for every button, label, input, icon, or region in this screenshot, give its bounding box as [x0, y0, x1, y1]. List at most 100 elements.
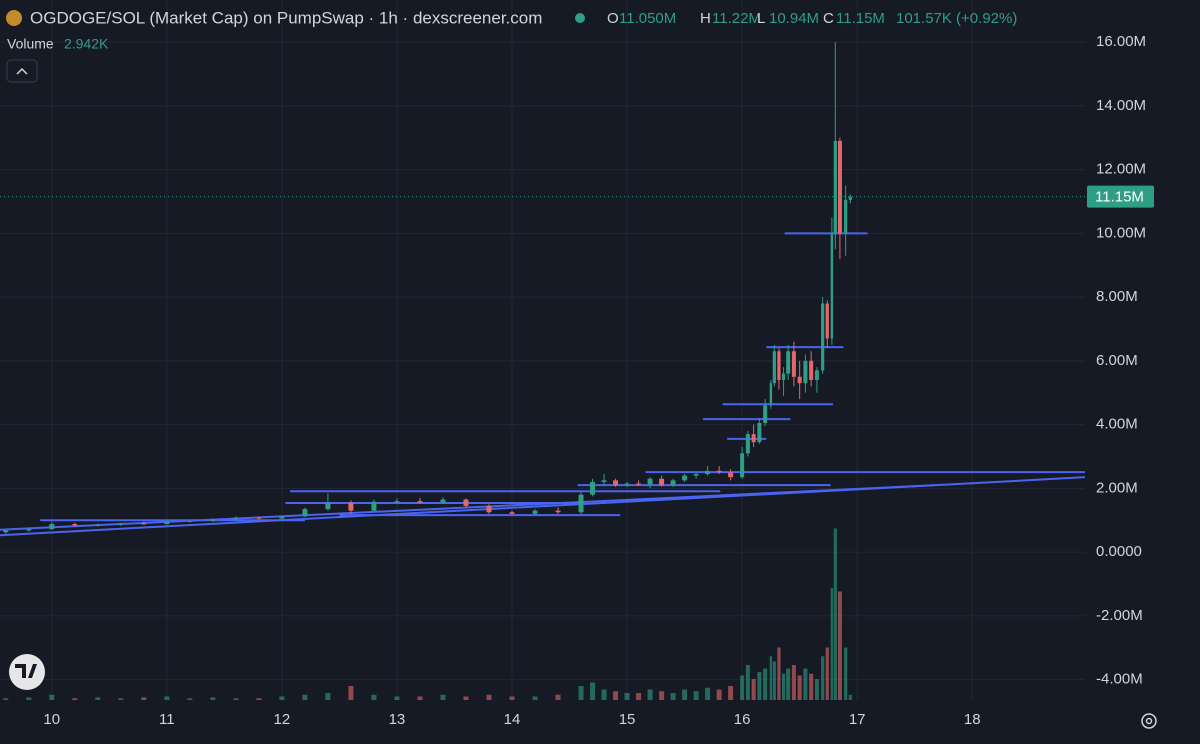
volume-bar [141, 697, 147, 700]
volume-bar [3, 698, 9, 700]
candle-body [3, 530, 9, 533]
volume-bar [440, 694, 446, 700]
x-tick-label: 15 [619, 711, 636, 728]
candle-body [809, 360, 814, 380]
chart-title: OGDOGE/SOL (Market Cap) on PumpSwap · 1h… [30, 8, 542, 27]
candle-body [601, 480, 607, 482]
volume-bar [578, 686, 584, 700]
tv-logo[interactable] [9, 654, 45, 690]
volume-bar [624, 693, 630, 700]
candle-body [636, 483, 642, 485]
x-tick-label: 12 [274, 711, 291, 728]
candle-body [745, 434, 750, 454]
volume-bar [233, 698, 239, 700]
volume-label: Volume [7, 36, 54, 52]
candle-body [825, 303, 829, 339]
candle-body [118, 523, 124, 525]
volume-bar [463, 696, 469, 700]
candle-body [509, 512, 515, 514]
volume-bar [659, 691, 665, 700]
candle-body [797, 376, 802, 384]
x-tick-label: 11 [159, 711, 175, 728]
candle-body [164, 521, 170, 525]
candle-body [670, 480, 676, 486]
volume-bar [716, 689, 722, 700]
volume-bar [555, 694, 561, 700]
tv-logo-mark[interactable] [15, 664, 37, 678]
volume-value: 2.942K [64, 36, 109, 52]
candle-body [757, 422, 762, 443]
candle-body [772, 351, 776, 384]
legend-key: H [700, 10, 711, 27]
volume-bar [821, 656, 825, 700]
candle-body [705, 470, 711, 474]
settings-ring[interactable] [1141, 713, 1157, 729]
volume-bar [825, 647, 829, 700]
collapse-box[interactable] [6, 59, 38, 83]
x-tick-label: 16 [734, 711, 751, 728]
volume-bar [740, 675, 745, 700]
x-tick-label: 13 [389, 711, 406, 728]
candle-body [72, 524, 78, 526]
candle-body [302, 509, 308, 517]
candle-body [786, 351, 791, 374]
volume-bar [417, 696, 423, 700]
candle-body [486, 505, 492, 513]
volume-bar [797, 675, 802, 700]
legend-value: 11.22M [712, 10, 761, 27]
collapse-icon[interactable] [16, 67, 28, 75]
volume-bar [348, 686, 354, 700]
candle-body [394, 501, 400, 503]
volume-bar [745, 665, 750, 700]
y-tick-label: 16.00M [1096, 33, 1146, 50]
volume-bar [772, 661, 776, 700]
x-tick-label: 14 [504, 711, 521, 728]
volume-bar [590, 682, 596, 700]
legend-key: O [607, 10, 619, 27]
volume-bar [187, 698, 193, 700]
volume-bar [781, 673, 786, 700]
volume-bar [49, 694, 55, 700]
candle-body [728, 472, 734, 478]
x-tick-label: 10 [43, 711, 60, 728]
volume-bar [601, 689, 607, 700]
tv-logo-bg[interactable] [9, 654, 45, 690]
settings-button[interactable] [1141, 713, 1157, 729]
candle-body [578, 494, 584, 513]
volume-bar [72, 698, 78, 700]
legend-change: 101.57K (+0.92%) [896, 10, 1017, 27]
volume-bar [394, 696, 400, 700]
settings-hub[interactable] [1145, 717, 1153, 725]
candle-body [590, 481, 596, 495]
volume-bar [848, 694, 852, 700]
volume-bar [532, 696, 538, 700]
legend-key: C [823, 10, 834, 27]
y-tick-label: 6.00M [1096, 352, 1138, 369]
candle-body [279, 516, 285, 519]
candle-body [751, 434, 756, 443]
x-tick-label: 17 [849, 711, 866, 728]
volume-bar [777, 647, 781, 700]
grid [0, 0, 1085, 700]
collapse-button[interactable] [6, 59, 38, 83]
candle-body [837, 140, 842, 234]
y-tick-label: 12.00M [1096, 161, 1146, 178]
volume-bar [302, 694, 308, 700]
volume-bar [647, 689, 653, 700]
volume-bar [636, 693, 642, 700]
candle-body [555, 510, 561, 513]
x-tick-label: 18 [964, 711, 981, 728]
volume-bar [210, 697, 216, 700]
candle-body [848, 196, 852, 200]
volume-bar [809, 673, 814, 700]
y-tick-label: 14.00M [1096, 97, 1146, 114]
candle-body [463, 499, 469, 506]
volume-bar [844, 647, 848, 700]
candle-body [26, 529, 32, 531]
volume-bar [837, 591, 842, 700]
volume-bar [693, 691, 699, 700]
candle-body [256, 517, 262, 519]
candle-body [49, 524, 55, 530]
volume-bar [256, 698, 262, 700]
